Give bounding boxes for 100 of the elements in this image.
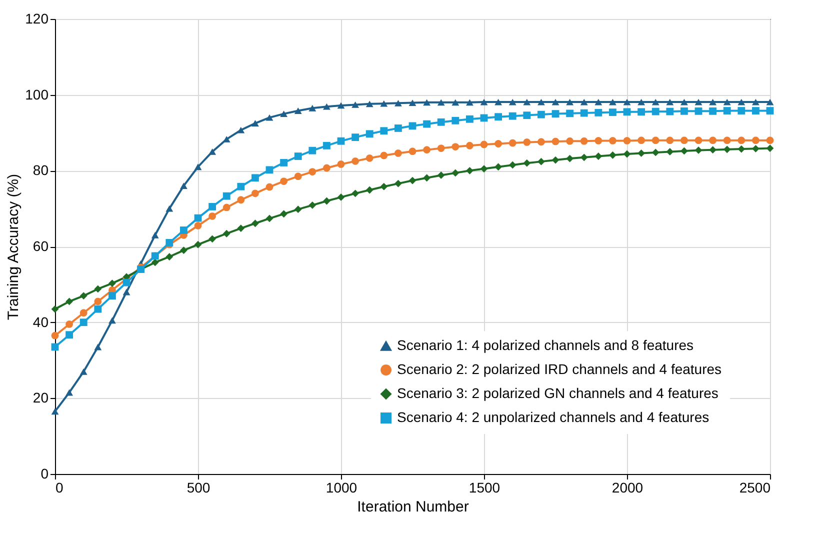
point xyxy=(537,138,545,146)
point xyxy=(266,183,274,191)
point xyxy=(680,98,688,106)
point xyxy=(180,182,188,190)
point xyxy=(308,146,316,154)
point xyxy=(222,204,230,212)
point xyxy=(766,107,774,114)
point xyxy=(322,142,330,150)
point xyxy=(352,101,360,108)
y-tick-label: 60 xyxy=(32,238,49,254)
y-tick-label: 80 xyxy=(32,162,49,178)
point xyxy=(237,224,245,232)
point xyxy=(208,202,216,210)
point xyxy=(208,212,216,220)
point xyxy=(594,98,602,106)
point xyxy=(494,163,502,171)
point xyxy=(380,182,388,190)
point xyxy=(594,108,602,116)
point xyxy=(709,107,717,115)
point xyxy=(508,139,516,147)
point xyxy=(151,258,159,266)
point xyxy=(523,98,531,106)
point xyxy=(552,156,560,164)
point xyxy=(294,152,302,160)
x-axis-title: Iteration Number xyxy=(357,498,469,516)
y-tick-label: 20 xyxy=(32,390,49,406)
point xyxy=(752,144,760,152)
point xyxy=(666,108,674,116)
y-tick-label: 120 xyxy=(25,10,49,26)
point xyxy=(738,107,746,114)
point xyxy=(566,137,574,145)
point xyxy=(523,159,531,167)
legend-label: Scenario 3: 2 polarized GN channels and 4 features xyxy=(397,385,718,401)
point xyxy=(452,169,460,177)
point xyxy=(694,107,702,115)
point xyxy=(537,110,545,118)
point xyxy=(66,320,74,328)
point xyxy=(166,253,174,260)
point xyxy=(566,154,574,162)
point xyxy=(623,137,631,144)
point xyxy=(266,214,274,222)
point xyxy=(208,235,216,243)
point xyxy=(638,136,646,144)
point xyxy=(437,99,445,106)
point xyxy=(280,158,288,166)
point xyxy=(237,196,245,204)
point xyxy=(51,305,59,313)
point xyxy=(423,146,431,154)
point xyxy=(108,280,116,287)
point xyxy=(408,100,416,106)
point xyxy=(580,137,588,145)
point xyxy=(752,98,760,106)
point xyxy=(452,143,460,150)
point xyxy=(208,148,216,155)
point xyxy=(94,344,102,350)
point xyxy=(494,140,502,148)
point xyxy=(694,146,702,154)
point xyxy=(523,112,531,120)
point xyxy=(752,136,760,144)
point xyxy=(280,210,288,218)
point xyxy=(738,136,746,144)
point xyxy=(423,120,431,128)
point xyxy=(437,144,445,152)
point xyxy=(608,98,616,106)
point xyxy=(709,146,717,154)
point xyxy=(80,309,88,317)
point xyxy=(394,180,402,188)
point xyxy=(51,332,59,340)
point xyxy=(523,138,531,146)
point xyxy=(94,305,102,313)
point xyxy=(394,150,402,157)
point xyxy=(537,158,545,166)
point xyxy=(308,201,316,209)
point xyxy=(66,298,74,306)
point xyxy=(508,112,516,120)
point xyxy=(366,100,374,108)
point xyxy=(194,214,202,222)
point xyxy=(280,178,288,185)
legend-label: Scenario 2: 2 polarized IRD channels and 4 features xyxy=(397,361,722,377)
y-tick-label: 40 xyxy=(32,314,49,330)
point xyxy=(423,99,431,106)
point xyxy=(594,152,602,160)
point xyxy=(766,98,774,106)
point xyxy=(337,160,345,168)
point xyxy=(666,148,674,156)
point xyxy=(666,136,674,144)
point xyxy=(437,118,445,126)
point xyxy=(308,168,316,176)
point xyxy=(723,98,731,106)
y-tick-label: 0 xyxy=(40,466,49,482)
point xyxy=(608,151,616,159)
point xyxy=(266,166,274,174)
point xyxy=(366,186,374,194)
point xyxy=(566,98,574,106)
point xyxy=(723,107,731,114)
point xyxy=(194,240,202,248)
point xyxy=(623,150,631,158)
point xyxy=(180,246,188,254)
point xyxy=(608,108,616,116)
legend-label: Scenario 4: 2 unpolarized channels and 4 features xyxy=(397,409,710,425)
